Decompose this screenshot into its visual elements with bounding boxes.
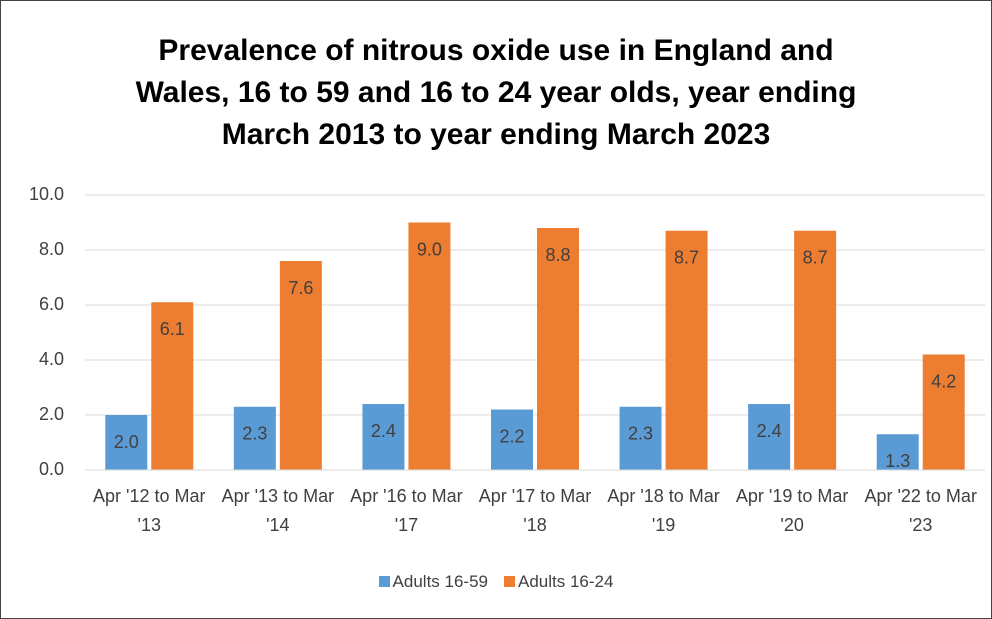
x-tick-label: Apr '12 to Mar '13 xyxy=(93,486,206,535)
y-tick-label: 8.0 xyxy=(39,239,64,259)
legend: Adults 16-59 Adults 16-24 xyxy=(0,572,992,592)
data-label: 8.7 xyxy=(674,248,699,268)
legend-item: Adults 16-59 xyxy=(378,572,488,592)
legend-swatch xyxy=(504,576,515,587)
data-label: 1.3 xyxy=(885,451,910,471)
data-label: 9.0 xyxy=(417,239,442,259)
y-tick-label: 10.0 xyxy=(29,184,64,204)
data-label: 2.3 xyxy=(242,424,267,444)
x-tick-label: Apr '22 to Mar '23 xyxy=(864,486,977,535)
x-tick-label: Apr '16 to Mar '17 xyxy=(350,486,463,535)
bar xyxy=(151,302,194,470)
data-label: 8.8 xyxy=(545,245,570,265)
bar xyxy=(362,404,405,470)
bar xyxy=(748,404,791,470)
bar xyxy=(619,406,662,470)
x-tick-label: Apr '17 to Mar '18 xyxy=(478,486,592,535)
bar xyxy=(233,406,276,470)
data-label: 2.4 xyxy=(371,421,396,441)
legend-item: Adults 16-24 xyxy=(504,572,613,592)
x-tick-label: Apr '18 to Mar '19 xyxy=(607,486,720,535)
bar xyxy=(105,415,148,470)
bar xyxy=(876,434,919,470)
data-label: 2.2 xyxy=(499,426,524,446)
y-tick-label: 2.0 xyxy=(39,404,64,424)
bar xyxy=(665,230,708,470)
y-tick-label: 4.0 xyxy=(39,349,64,369)
data-label: 7.6 xyxy=(288,278,313,298)
x-tick-label: Apr '19 to Mar '20 xyxy=(735,486,849,535)
data-label: 4.2 xyxy=(931,371,956,391)
data-label: 8.7 xyxy=(803,248,828,268)
x-tick-label: Apr '13 to Mar '14 xyxy=(221,486,335,535)
bar xyxy=(408,222,451,470)
legend-label: Adults 16-59 xyxy=(392,572,488,591)
bar xyxy=(794,230,837,470)
chart-title: Prevalence of nitrous oxide use in Engla… xyxy=(135,34,857,151)
legend-label: Adults 16-24 xyxy=(518,572,614,591)
data-label: 2.3 xyxy=(628,424,653,444)
bar xyxy=(537,228,579,470)
bar xyxy=(491,409,533,470)
y-tick-label: 0.0 xyxy=(39,459,64,479)
y-tick-label: 6.0 xyxy=(39,294,64,314)
data-label: 2.0 xyxy=(114,432,139,452)
bar xyxy=(922,354,965,470)
data-label: 2.4 xyxy=(757,421,782,441)
legend-swatch xyxy=(378,576,390,587)
bar xyxy=(279,261,322,470)
data-label: 6.1 xyxy=(160,319,185,339)
